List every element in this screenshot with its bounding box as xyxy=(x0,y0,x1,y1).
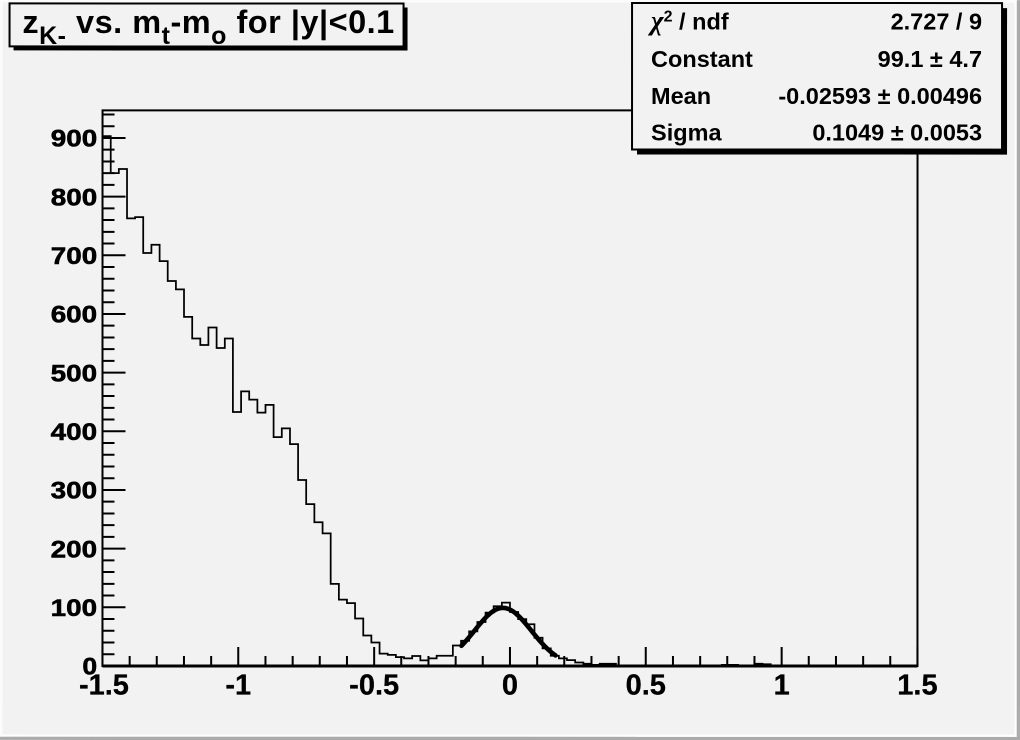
svg-text:Constant: Constant xyxy=(651,46,753,72)
svg-text:1.5: 1.5 xyxy=(897,670,937,702)
svg-text:100: 100 xyxy=(51,595,98,622)
svg-text:600: 600 xyxy=(51,302,98,329)
svg-text:-1.5: -1.5 xyxy=(79,669,129,701)
svg-text:300: 300 xyxy=(51,478,98,505)
svg-text:-0.02593 ± 0.00496: -0.02593 ± 0.00496 xyxy=(778,83,982,109)
svg-text:χ2 / ndf: χ2 / ndf xyxy=(647,6,729,36)
svg-text:2.727 / 9: 2.727 / 9 xyxy=(891,9,982,35)
svg-text:Sigma: Sigma xyxy=(651,119,722,145)
svg-text:0: 0 xyxy=(502,669,518,701)
svg-text:500: 500 xyxy=(51,360,98,387)
svg-text:800: 800 xyxy=(51,184,98,211)
svg-text:1: 1 xyxy=(774,670,790,702)
svg-text:99.1 ± 4.7: 99.1 ± 4.7 xyxy=(878,46,982,72)
svg-text:0: 0 xyxy=(82,654,97,681)
svg-text:900: 900 xyxy=(51,126,98,153)
svg-text:-1: -1 xyxy=(225,669,251,701)
svg-text:0.1049 ± 0.0053: 0.1049 ± 0.0053 xyxy=(812,119,982,145)
svg-text:0.5: 0.5 xyxy=(626,670,666,702)
svg-text:200: 200 xyxy=(51,536,98,563)
svg-text:Mean: Mean xyxy=(651,83,711,109)
svg-text:700: 700 xyxy=(51,243,98,270)
svg-text:-0.5: -0.5 xyxy=(349,669,399,701)
svg-text:400: 400 xyxy=(51,419,98,446)
